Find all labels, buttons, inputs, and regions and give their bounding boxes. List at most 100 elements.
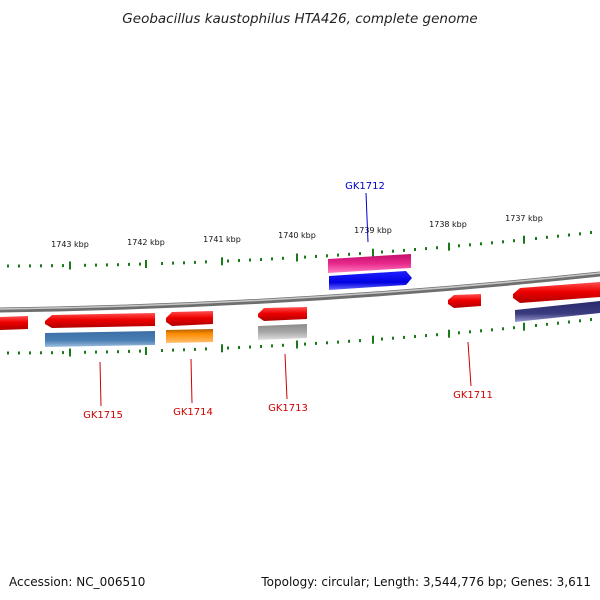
- map-title: Geobacillus kaustophilus HTA426, complet…: [122, 11, 477, 27]
- minor-tick: [249, 345, 251, 349]
- minor-tick: [271, 257, 273, 261]
- gene-label-gk1714[interactable]: GK1714: [173, 407, 213, 418]
- minor-tick: [348, 252, 350, 256]
- leader-line-gk1711: [467, 341, 472, 387]
- gene-feature-gk1714-red[interactable]: [166, 311, 213, 326]
- minor-tick: [480, 242, 482, 246]
- minor-tick: [491, 328, 493, 332]
- minor-tick: [29, 264, 31, 268]
- minor-tick: [40, 264, 42, 268]
- major-tick: [372, 335, 374, 344]
- minor-tick: [469, 243, 471, 247]
- leader-line-gk1712: [365, 192, 369, 243]
- genome-summary-text: Topology: circular; Length: 3,544,776 bp…: [260, 575, 591, 589]
- gene-feature-blue[interactable]: [329, 271, 412, 290]
- minor-tick: [62, 351, 64, 355]
- minor-tick: [337, 253, 339, 257]
- gene-feature-gk1711-red[interactable]: [448, 294, 481, 308]
- scale-ticks-bottom: [7, 318, 592, 357]
- minor-tick: [18, 351, 20, 355]
- minor-tick: [260, 258, 262, 261]
- minor-tick: [469, 330, 471, 334]
- minor-tick: [381, 337, 383, 341]
- minor-tick: [414, 335, 416, 338]
- minor-tick: [117, 263, 119, 267]
- minor-tick: [502, 240, 504, 244]
- minor-tick: [84, 350, 86, 354]
- gene-label-gk1715[interactable]: GK1715: [83, 410, 123, 421]
- scale-label: 1743 kbp: [51, 240, 89, 249]
- gene-feature-gk1715-red[interactable]: [45, 313, 155, 328]
- minor-tick: [128, 262, 130, 266]
- minor-tick: [535, 324, 537, 327]
- minor-tick: [425, 247, 427, 251]
- major-tick: [448, 329, 450, 338]
- gene-label-gk1713[interactable]: GK1713: [268, 403, 308, 414]
- minor-tick: [7, 351, 9, 355]
- minor-tick: [172, 348, 174, 352]
- minor-tick: [491, 241, 493, 245]
- minor-tick: [315, 254, 317, 258]
- minor-tick: [403, 248, 405, 252]
- minor-tick: [436, 246, 438, 250]
- scale-label: 1738 kbp: [429, 220, 467, 229]
- minor-tick: [403, 335, 405, 339]
- minor-tick: [579, 232, 581, 236]
- gene-feature-magenta[interactable]: [328, 254, 411, 273]
- minor-tick: [161, 349, 163, 352]
- minor-tick: [458, 331, 460, 335]
- minor-tick: [249, 258, 251, 262]
- minor-tick: [359, 252, 361, 256]
- minor-tick: [183, 348, 185, 352]
- minor-tick: [40, 351, 42, 355]
- minor-tick: [95, 263, 97, 267]
- minor-tick: [458, 244, 460, 248]
- gene-feature-gray[interactable]: [258, 324, 307, 340]
- minor-tick: [227, 259, 229, 263]
- minor-tick: [84, 263, 86, 267]
- minor-tick: [546, 322, 548, 326]
- minor-tick: [161, 262, 163, 265]
- scale-labels: 1743 kbp 1742 kbp 1741 kbp 1740 kbp 1739…: [51, 214, 543, 249]
- gene-feature-orange[interactable]: [166, 329, 213, 343]
- gene-feature-left-edge[interactable]: [0, 316, 28, 330]
- minor-tick: [480, 329, 482, 333]
- minor-tick: [337, 340, 339, 344]
- leader-line-gk1714: [190, 358, 193, 404]
- major-tick: [372, 248, 374, 257]
- minor-tick: [557, 321, 559, 325]
- scale-label: 1741 kbp: [203, 235, 241, 244]
- minor-tick: [304, 255, 306, 259]
- gene-label-gk1712[interactable]: GK1712: [345, 181, 385, 192]
- gene-feature-indigo[interactable]: [515, 301, 600, 322]
- minor-tick: [7, 264, 9, 268]
- minor-tick: [205, 347, 207, 351]
- minor-tick: [381, 250, 383, 254]
- minor-tick: [326, 254, 328, 258]
- major-tick: [296, 253, 298, 262]
- major-tick: [145, 260, 147, 268]
- minor-tick: [326, 341, 328, 345]
- major-tick: [145, 347, 147, 355]
- gene-feature-far-right[interactable]: [513, 282, 600, 303]
- minor-tick: [425, 334, 427, 338]
- minor-tick: [502, 327, 504, 331]
- minor-tick: [117, 350, 119, 354]
- gene-feature-steelblue[interactable]: [45, 331, 155, 347]
- major-tick: [523, 235, 525, 244]
- minor-tick: [106, 263, 108, 267]
- minor-tick: [392, 336, 394, 340]
- minor-tick: [568, 320, 570, 324]
- minor-tick: [51, 351, 53, 355]
- major-tick: [221, 344, 223, 353]
- minor-tick: [139, 262, 141, 266]
- minor-tick: [172, 261, 174, 265]
- minor-tick: [238, 346, 240, 349]
- minor-tick: [194, 347, 196, 351]
- gene-feature-gk1713-red[interactable]: [258, 307, 307, 321]
- genome-backbone-highlight: [0, 272, 600, 310]
- major-tick: [69, 261, 71, 270]
- minor-tick: [535, 237, 537, 240]
- gene-label-gk1711[interactable]: GK1711: [453, 390, 493, 401]
